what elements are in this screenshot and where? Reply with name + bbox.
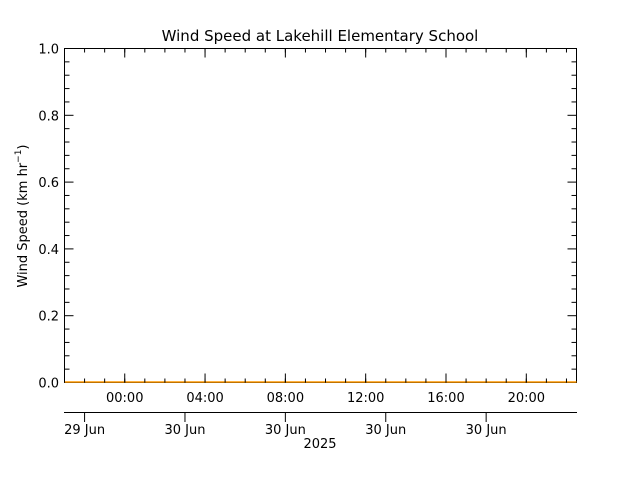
x-tick-label: 20:00: [508, 391, 545, 406]
y-axis-label-superscript: −1: [14, 150, 24, 163]
date-tick-label: 30 Jun: [466, 423, 507, 438]
y-tick-label: 1.0: [38, 43, 59, 58]
date-tick-label: 30 Jun: [164, 423, 205, 438]
x-tick-label: 16:00: [427, 391, 464, 406]
date-tick-label: 29 Jun: [64, 423, 105, 438]
year-label: 2025: [303, 437, 336, 452]
x-tick-label: 00:00: [106, 391, 143, 406]
y-tick-label: 0.2: [38, 310, 59, 325]
y-tick-label: 0.6: [38, 176, 59, 191]
y-axis-label-base: Wind Speed (km hr: [16, 162, 31, 287]
x-tick-label: 04:00: [186, 391, 223, 406]
date-tick-label: 30 Jun: [365, 423, 406, 438]
date-tick-label: 30 Jun: [265, 423, 306, 438]
x-tick-label: 12:00: [347, 391, 384, 406]
y-tick-label: 0.8: [38, 109, 59, 124]
x-tick-label: 08:00: [267, 391, 304, 406]
y-tick-label: 0.0: [38, 377, 59, 392]
y-tick-label: 0.4: [38, 243, 59, 258]
y-axis: 0.0 0.2 0.4 0.6 0.8 1.0: [38, 43, 577, 392]
plot-frame: [64, 48, 577, 383]
y-axis-label-tail: ): [16, 144, 31, 149]
chart-title: Wind Speed at Lakehill Elementary School: [162, 27, 479, 45]
x-axis: 00:00 04:00 08:00 12:00 16:00 20:00 29 Jun 30 J…: [64, 48, 567, 438]
y-axis-label: Wind Speed (km hr−1): [14, 144, 31, 287]
